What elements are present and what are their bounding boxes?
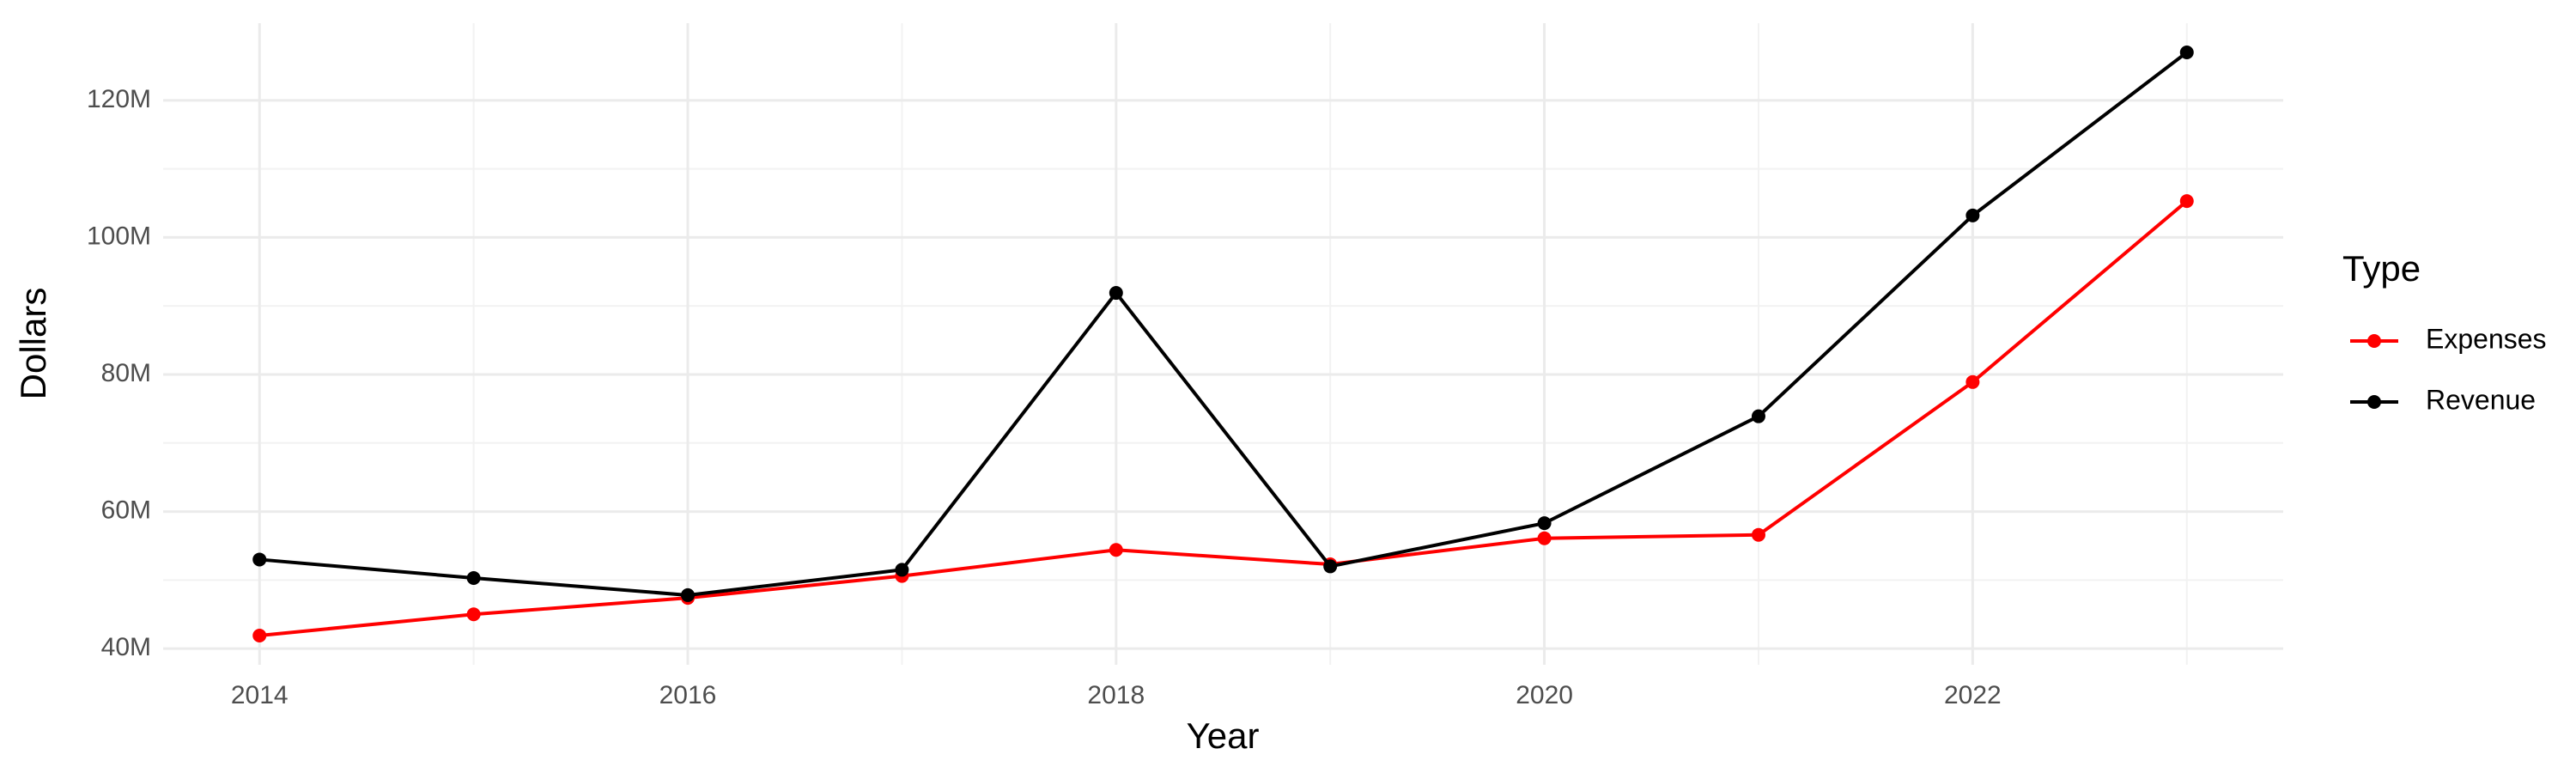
point xyxy=(1965,208,1980,222)
line xyxy=(259,199,2189,637)
point xyxy=(1109,286,1123,301)
y-tick-label: 80M xyxy=(101,359,151,387)
legend-key-point xyxy=(2367,395,2381,409)
x-axis-title: Year xyxy=(1187,715,1260,756)
point xyxy=(252,629,267,643)
line xyxy=(259,51,2188,597)
legend-title: Type xyxy=(2342,248,2421,289)
point xyxy=(1323,559,1338,574)
legend-label: Revenue xyxy=(2426,384,2536,415)
y-tick-label: 40M xyxy=(101,633,151,661)
x-tick-label: 2018 xyxy=(1087,681,1145,709)
point xyxy=(2179,45,2194,59)
y-tick-label: 100M xyxy=(87,222,151,250)
x-tick-label: 2016 xyxy=(659,681,717,709)
point xyxy=(1109,543,1123,557)
legend-label: Expenses xyxy=(2426,323,2547,354)
point xyxy=(1537,516,1552,531)
y-tick-label: 60M xyxy=(101,496,151,525)
y-axis-title: Dollars xyxy=(13,288,53,400)
point xyxy=(1751,409,1765,423)
x-tick-label: 2014 xyxy=(231,681,289,709)
x-tick-label: 2022 xyxy=(1944,681,2002,709)
y-tick-label: 120M xyxy=(87,85,151,113)
point xyxy=(681,587,696,602)
point xyxy=(466,570,481,585)
point xyxy=(1965,374,1980,389)
point xyxy=(895,563,909,577)
x-tick-label: 2020 xyxy=(1516,681,1573,709)
point xyxy=(2179,194,2194,209)
point xyxy=(1751,527,1765,542)
legend-key-point xyxy=(2367,334,2381,348)
point xyxy=(1537,531,1552,545)
point xyxy=(466,607,481,622)
point xyxy=(252,552,267,567)
